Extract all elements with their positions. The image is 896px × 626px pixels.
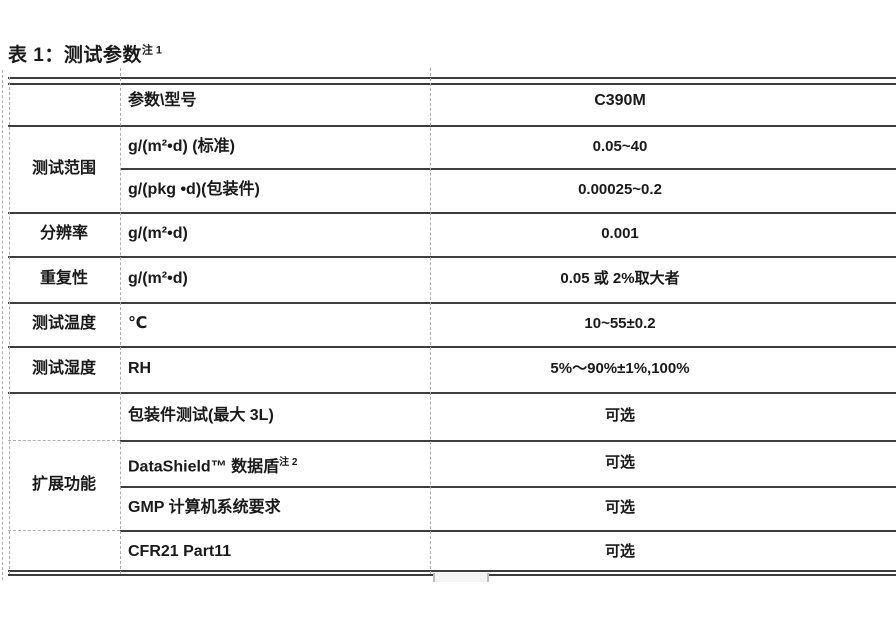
header-param-label: 参数\型号 bbox=[128, 92, 197, 109]
param-gmp: GMP 计算机系统要求 bbox=[128, 499, 281, 516]
value-repeatability: 0.05 或 2%取大者 bbox=[560, 270, 680, 287]
row-separator bbox=[8, 302, 896, 304]
row-separator bbox=[8, 346, 896, 348]
table-top-border-inner bbox=[8, 83, 896, 85]
table-left-dashed-border bbox=[9, 77, 10, 574]
value-datashield-optional: 可选 bbox=[604, 454, 635, 471]
group-label-test-temperature: 测试温度 bbox=[31, 315, 96, 332]
param-temperature-unit: ℃ bbox=[128, 315, 148, 332]
group-label-resolution: 分辨率 bbox=[39, 225, 88, 242]
group-label-test-range: 测试范围 bbox=[31, 160, 96, 177]
param-humidity-unit: RH bbox=[128, 360, 152, 377]
param-package-test: 包装件测试(最大 3L) bbox=[128, 407, 274, 424]
table-title: 表 1：测试参数注 1 bbox=[8, 40, 162, 66]
value-cfr21-optional: 可选 bbox=[604, 543, 635, 560]
param-package-unit: g/(pkg •d)(包装件) bbox=[128, 181, 260, 198]
value-package-test-optional: 可选 bbox=[604, 407, 635, 424]
table-title-text: 表 1：测试参数 bbox=[8, 45, 142, 66]
row-separator bbox=[8, 212, 896, 214]
param-repeatability-unit: g/(m²•d) bbox=[128, 270, 188, 287]
value-resolution: 0.001 bbox=[601, 225, 639, 242]
table-top-border-outer bbox=[8, 77, 896, 79]
group-label-repeatability: 重复性 bbox=[39, 270, 88, 287]
row-separator-partial bbox=[120, 486, 896, 488]
column-divider-dashed-2 bbox=[430, 68, 431, 574]
value-gmp-optional: 可选 bbox=[604, 499, 635, 516]
value-package-range: 0.00025~0.2 bbox=[578, 181, 662, 198]
group-label-extended-functions: 扩展功能 bbox=[31, 476, 96, 493]
table-bottom-border-inner bbox=[8, 570, 896, 572]
row-separator bbox=[8, 125, 896, 127]
value-temperature: 10~55±0.2 bbox=[584, 315, 656, 332]
row-separator-partial bbox=[120, 168, 896, 170]
group-column-dashed-divider bbox=[8, 440, 120, 441]
row-separator bbox=[8, 256, 896, 258]
param-cfr21: CFR21 Part11 bbox=[128, 543, 232, 560]
column-divider-dashed-1 bbox=[120, 68, 121, 574]
table-resize-handle bbox=[433, 573, 489, 582]
group-label-test-humidity: 测试湿度 bbox=[31, 360, 96, 377]
value-standard-range: 0.05~40 bbox=[592, 138, 648, 155]
param-datashield-text: DataShield™ 数据盾 bbox=[128, 458, 280, 476]
value-humidity: 5%～90%±1%,100% bbox=[550, 360, 690, 377]
header-model-name: C390M bbox=[594, 92, 646, 109]
group-column-dashed-divider bbox=[8, 530, 120, 531]
param-datashield: DataShield™ 数据盾注 2 bbox=[128, 440, 424, 486]
page-margin-dashed-line bbox=[2, 70, 3, 580]
param-datashield-footnote-sup: 注 2 bbox=[279, 457, 298, 468]
row-separator-partial bbox=[120, 530, 896, 532]
param-resolution-unit: g/(m²•d) bbox=[128, 225, 188, 242]
table-title-footnote-sup: 注 1 bbox=[141, 44, 163, 57]
row-separator bbox=[8, 392, 896, 394]
param-standard-unit: g/(m²•d) (标准) bbox=[128, 138, 235, 155]
row-separator-partial bbox=[120, 440, 896, 442]
